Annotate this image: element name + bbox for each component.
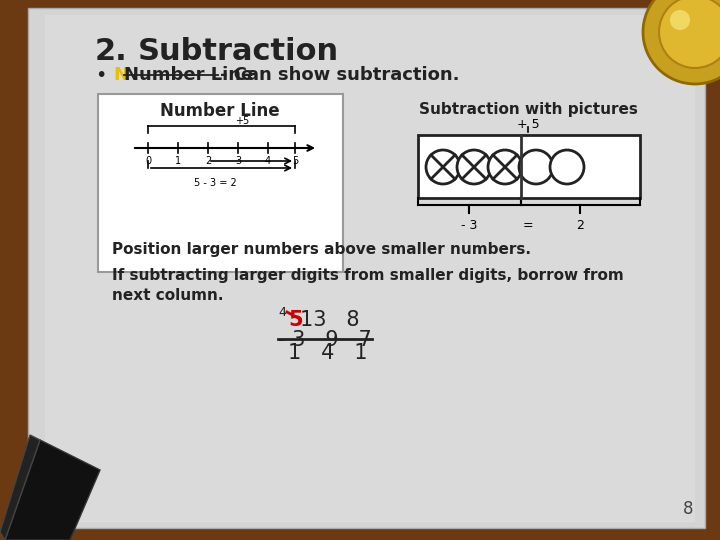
Bar <box>418 135 640 198</box>
Text: Subtraction with pictures: Subtraction with pictures <box>418 102 637 117</box>
Text: 0: 0 <box>145 156 151 166</box>
Polygon shape <box>5 440 100 540</box>
Polygon shape <box>0 435 40 540</box>
Text: - 3   9   7: - 3 9 7 <box>278 330 372 350</box>
Text: + 5: + 5 <box>517 118 539 131</box>
Text: 5: 5 <box>288 310 302 330</box>
Text: - Can show subtraction.: - Can show subtraction. <box>220 66 459 84</box>
Text: 8: 8 <box>683 500 693 518</box>
Text: N: N <box>113 66 128 84</box>
Text: 13   8: 13 8 <box>300 310 359 330</box>
Circle shape <box>643 0 720 84</box>
Text: Number Line: Number Line <box>160 102 280 120</box>
Text: 2: 2 <box>576 219 584 232</box>
Circle shape <box>670 10 690 30</box>
Text: Subtraction: Subtraction <box>138 37 339 66</box>
Text: 5 - 3 = 2: 5 - 3 = 2 <box>194 178 236 188</box>
Text: 1   4   1: 1 4 1 <box>288 343 367 363</box>
Circle shape <box>659 0 720 68</box>
Text: +5: +5 <box>235 116 249 126</box>
Circle shape <box>426 150 460 184</box>
Bar <box>98 94 343 272</box>
Text: 4: 4 <box>278 306 286 319</box>
Text: 1: 1 <box>175 156 181 166</box>
Polygon shape <box>45 15 695 522</box>
Text: - 3: - 3 <box>461 219 477 232</box>
Text: =: = <box>523 219 534 232</box>
Text: 3: 3 <box>235 156 241 166</box>
Text: 2.: 2. <box>95 37 127 66</box>
Circle shape <box>550 150 584 184</box>
Text: 2: 2 <box>205 156 211 166</box>
Text: If subtracting larger digits from smaller digits, borrow from: If subtracting larger digits from smalle… <box>112 268 624 283</box>
Circle shape <box>488 150 522 184</box>
Text: next column.: next column. <box>112 288 223 303</box>
Text: Number Line: Number Line <box>124 66 253 84</box>
Polygon shape <box>28 8 705 528</box>
Circle shape <box>519 150 553 184</box>
Text: Position larger numbers above smaller numbers.: Position larger numbers above smaller nu… <box>112 242 531 257</box>
Text: 5: 5 <box>292 156 298 166</box>
Text: 4: 4 <box>265 156 271 166</box>
Circle shape <box>457 150 491 184</box>
Text: •: • <box>95 66 107 85</box>
